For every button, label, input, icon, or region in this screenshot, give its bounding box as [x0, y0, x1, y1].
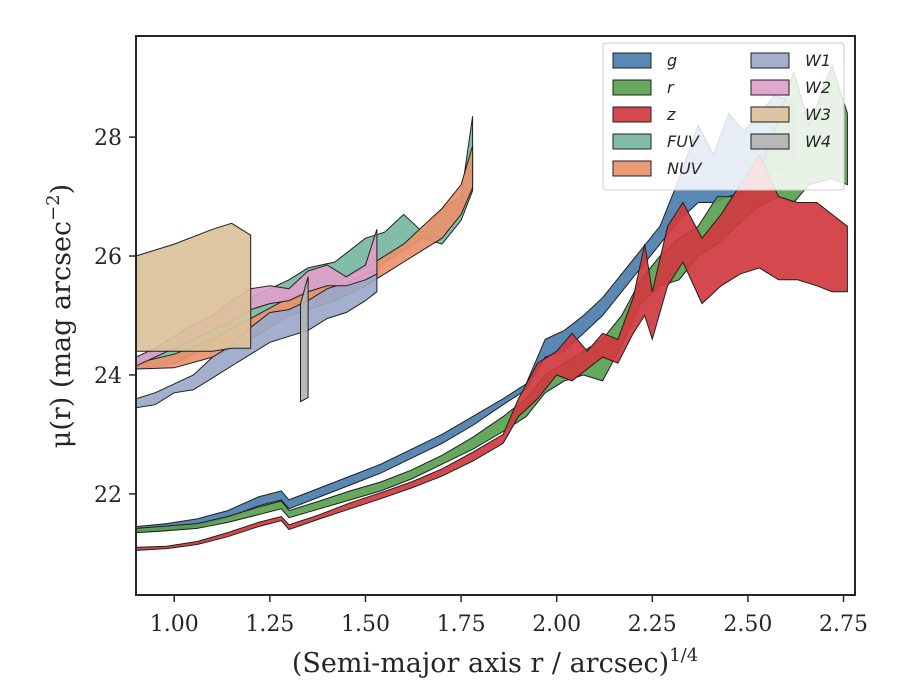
legend-swatch-g	[612, 52, 652, 69]
legend-swatch-W4	[750, 133, 790, 150]
legend-label-z: z	[666, 105, 676, 124]
y-axis: 22 24 26 28	[94, 126, 136, 508]
y-tick-label: 24	[94, 364, 122, 389]
band-r	[136, 64, 848, 534]
legend-label-W1: W1	[805, 51, 831, 70]
legend: grz FUV NUV W1 W2 W3 W4	[602, 42, 845, 191]
legend-swatch-FUV	[612, 133, 652, 150]
band-z	[136, 153, 848, 551]
legend-swatch-W3	[750, 106, 790, 123]
legend-label-W2: W2	[805, 78, 831, 97]
legend-swatch-W1	[750, 52, 790, 69]
y-tick-label: 26	[94, 245, 122, 270]
band-W3	[136, 222, 252, 352]
legend-label-W3: W3	[805, 105, 831, 124]
legend-swatch-z	[612, 106, 652, 123]
x-tick-label: 2.50	[723, 612, 772, 637]
x-tick-label: 2.75	[819, 612, 868, 637]
y-axis-title: μ(r) (mag arcsec−2)	[43, 184, 77, 448]
x-tick-label: 2.25	[628, 612, 677, 637]
x-tick-label: 1.50	[341, 612, 390, 637]
legend-label-r: r	[667, 78, 675, 97]
x-tick-label: 2.00	[532, 612, 581, 637]
legend-swatch-r	[612, 79, 652, 96]
legend-label-g: g	[667, 51, 677, 70]
x-tick-label: 1.00	[150, 612, 199, 637]
x-axis: 1.00 1.25 1.50 1.75 2.00 2.25 2.50 2.75	[150, 595, 868, 637]
legend-label-NUV: NUV	[667, 159, 703, 178]
x-tick-label: 1.25	[245, 612, 294, 637]
plot-frame	[135, 35, 856, 596]
y-tick-label: 22	[94, 483, 122, 508]
x-tick-label: 1.75	[437, 612, 486, 637]
legend-swatch-NUV	[612, 160, 652, 177]
band-W4	[300, 276, 309, 403]
legend-swatch-W2	[750, 79, 790, 96]
legend-label-W4: W4	[805, 132, 831, 151]
x-axis-title: (Semi-major axis r / arcsec)1/4	[292, 645, 698, 679]
y-tick-label: 28	[94, 126, 122, 151]
legend-label-FUV: FUV	[667, 132, 700, 151]
